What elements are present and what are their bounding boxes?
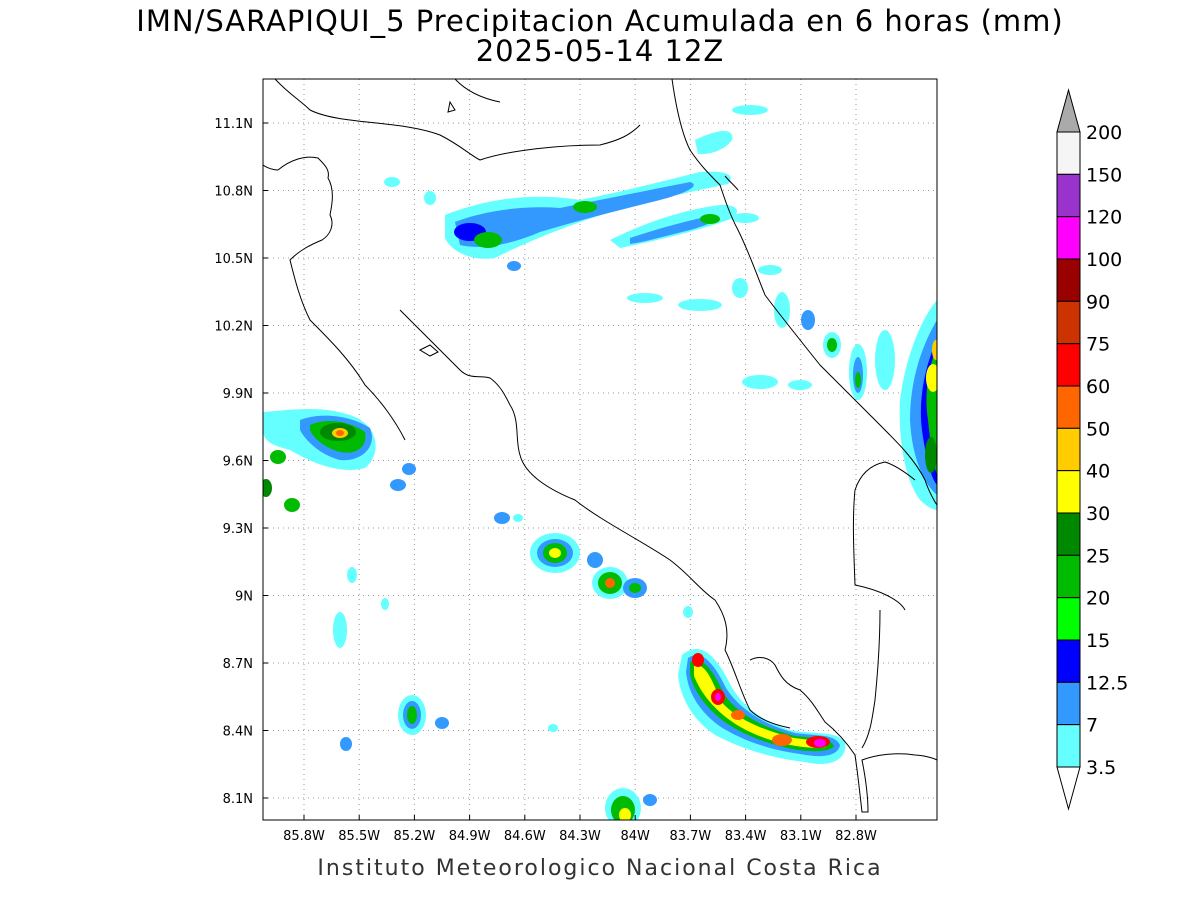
y-tick-labels: 11.1N 10.8N 10.5N 10.2N 9.9N 9.6N 9.3N 9N 8.7N 8.… [214, 117, 268, 807]
chart-subtitle: 2025-05-14 12Z [475, 34, 725, 68]
colorbar-swatch [1056, 427, 1081, 472]
colorbar-level-label: 20 [1086, 588, 1110, 610]
rain-caribbean [742, 292, 937, 510]
x-tick-label: 82.8W [835, 829, 877, 844]
colorbar-swatch [1056, 554, 1081, 599]
colorbar-level-label: 100 [1086, 249, 1122, 271]
colorbar-level-label: 3.5 [1086, 757, 1116, 779]
colorbar: 200 150 120 100 90 75 60 50 40 30 25 20 15 12.5 7 3.5 [1056, 88, 1128, 811]
rain-band-north [384, 105, 782, 311]
y-tick-label: 9.3N [223, 522, 253, 537]
x-tick-label: 84.3W [559, 829, 601, 844]
colorbar-swatch [1056, 724, 1081, 768]
coastlines [263, 79, 937, 813]
precipitation-field [263, 105, 937, 820]
colorbar-swatch [1056, 216, 1081, 260]
x-tick-label: 85.8W [283, 829, 325, 844]
x-tick-label: 85.5W [338, 829, 380, 844]
y-tick-label: 8.7N [223, 657, 253, 672]
chart-title: IMN/SARAPIQUI_5 Precipitacion Acumulada … [136, 4, 1064, 38]
colorbar-swatch [1056, 131, 1081, 175]
x-tick-label: 83.1W [780, 829, 822, 844]
colorbar-level-label: 40 [1086, 461, 1110, 483]
colorbar-swatch [1056, 512, 1081, 556]
colorbar-level-label: 30 [1086, 503, 1110, 525]
colorbar-level-label: 120 [1086, 207, 1122, 229]
rain-south-pacific [678, 649, 846, 764]
colorbar-level-label: 12.5 [1086, 672, 1128, 694]
colorbar-swatch [1056, 681, 1081, 726]
map-frame [262, 78, 938, 821]
y-tick-label: 8.1N [223, 792, 253, 807]
x-tick-label: 84.9W [449, 829, 491, 844]
colorbar-level-label: 150 [1086, 164, 1122, 186]
colorbar-swatch [1056, 343, 1081, 387]
colorbar-level-label: 75 [1086, 334, 1110, 356]
colorbar-swatch [1056, 173, 1081, 218]
x-tick-label: 83.4W [725, 829, 767, 844]
x-tick-label: 84W [620, 829, 650, 844]
colorbar-level-label: 60 [1086, 376, 1110, 398]
y-tick-label: 10.5N [214, 252, 253, 267]
colorbar-swatch [1056, 300, 1081, 345]
colorbar-swatch [1056, 597, 1081, 641]
colorbar-swatch [1056, 385, 1081, 429]
x-tick-label: 83.7W [669, 829, 711, 844]
rain-central-pacific [494, 512, 693, 618]
rain-nicoya [263, 408, 416, 512]
colorbar-swatch [1056, 639, 1081, 683]
colorbar-swatch [1056, 470, 1081, 514]
colorbar-level-label: 15 [1086, 630, 1110, 652]
colorbar-level-label: 90 [1086, 291, 1110, 313]
x-tick-label: 84.6W [504, 829, 546, 844]
footer-credit: Instituto Meteorologico Nacional Costa R… [317, 856, 883, 881]
rain-southwest [333, 567, 657, 820]
colorbar-top-arrow [1056, 88, 1081, 133]
colorbar-level-label: 200 [1086, 122, 1122, 144]
colorbar-swatch [1056, 258, 1081, 302]
y-tick-label: 9.9N [223, 387, 253, 402]
y-tick-label: 9.6N [223, 455, 253, 470]
colorbar-level-label: 50 [1086, 418, 1110, 440]
y-tick-label: 10.8N [214, 185, 253, 200]
y-tick-label: 9N [235, 590, 253, 605]
colorbar-level-label: 25 [1086, 545, 1110, 567]
colorbar-bottom-arrow [1056, 766, 1081, 811]
x-tick-labels: 85.8W 85.5W 85.2W 84.9W 84.6W 84.3W 84W 83.7W 83… [283, 815, 877, 844]
y-tick-label: 8.4N [223, 725, 253, 740]
colorbar-level-label: 7 [1086, 715, 1098, 737]
y-tick-label: 10.2N [214, 320, 253, 335]
y-tick-label: 11.1N [214, 117, 253, 132]
x-tick-label: 85.2W [393, 829, 435, 844]
